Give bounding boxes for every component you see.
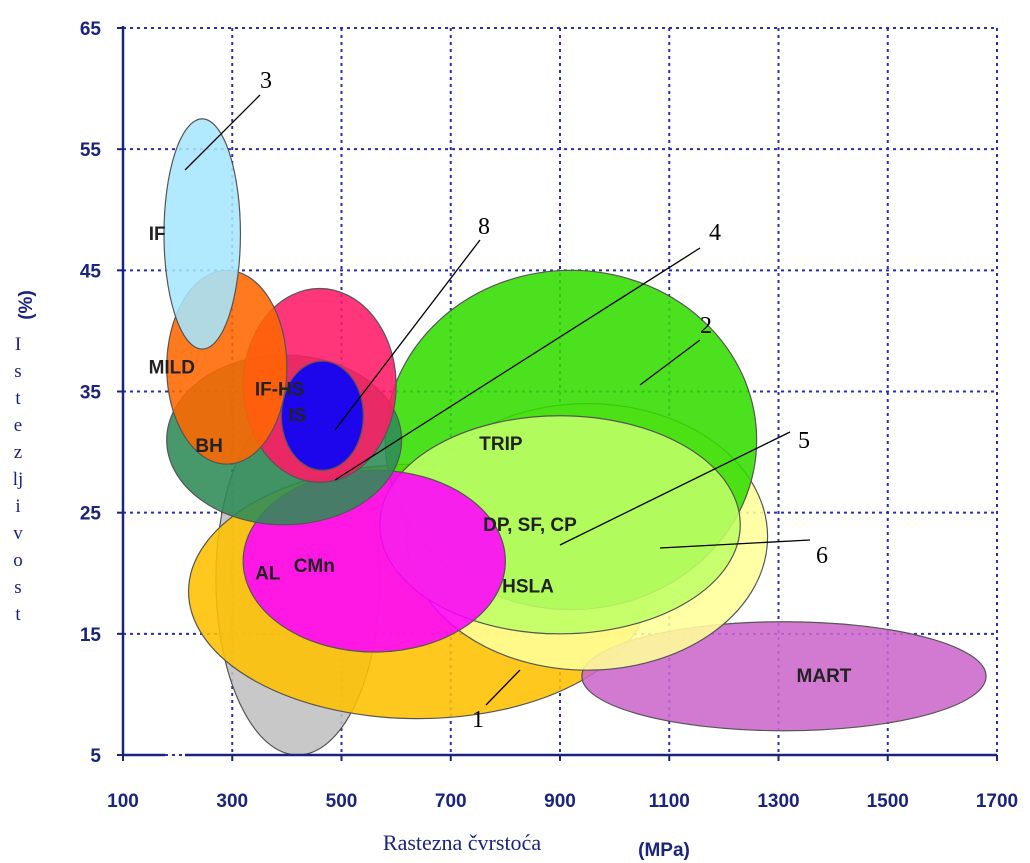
label-hsla: HSLA <box>502 576 554 597</box>
label-cmn: CMn <box>294 556 335 577</box>
callout-line-5 <box>559 431 791 546</box>
region-if <box>163 118 242 350</box>
x-tick-label-1700: 1700 <box>976 791 1018 812</box>
callout-line-8 <box>334 239 481 431</box>
x-tick-label-100: 100 <box>107 791 139 812</box>
callout-2: 2 <box>700 313 712 339</box>
callout-1: 1 <box>472 707 484 733</box>
steel-regions <box>163 118 987 756</box>
label-mild: MILD <box>149 357 195 378</box>
callout-3: 3 <box>260 68 272 94</box>
x-axis-unit: (MPa) <box>638 840 690 861</box>
label-trip: TRIP <box>479 434 523 455</box>
x-tick-label-1300: 1300 <box>757 791 799 812</box>
callout-6: 6 <box>816 543 828 569</box>
x-tick-label-300: 300 <box>216 791 248 812</box>
callout-line-3 <box>184 94 261 171</box>
callout-line-6 <box>659 539 811 549</box>
y-axis-unit: (%) <box>16 290 37 320</box>
callout-8: 8 <box>478 214 490 240</box>
region-is <box>280 360 364 471</box>
y-tick-label-25: 25 <box>80 504 102 525</box>
label-al: AL <box>255 563 281 584</box>
x-tick-label-900: 900 <box>544 791 576 812</box>
callout-line-2 <box>639 339 701 386</box>
label-dp-sf-cp: DP, SF, CP <box>483 515 577 536</box>
label-if-hs: IF-HS <box>255 379 305 400</box>
x-tick-label-500: 500 <box>326 791 358 812</box>
callout-4: 4 <box>709 220 721 246</box>
y-tick-label-5: 5 <box>90 746 101 767</box>
label-if: IF <box>149 224 166 245</box>
label-is: IS <box>288 406 306 427</box>
callout-5: 5 <box>798 428 810 454</box>
callout-line-4 <box>334 247 701 481</box>
y-tick-label-65: 65 <box>80 19 102 40</box>
axes: 100 300 500 700 900 1100 1300 1500 1700515253545… <box>13 19 1018 861</box>
y-tick-label-55: 55 <box>80 140 102 161</box>
x-tick-label-1500: 1500 <box>867 791 909 812</box>
label-mart: MART <box>797 666 852 687</box>
x-axis-title: Rastezna čvrstoća <box>383 830 541 855</box>
y-tick-label-45: 45 <box>80 261 102 282</box>
callout-line-1 <box>485 669 521 706</box>
y-tick-label-35: 35 <box>80 383 102 404</box>
x-tick-label-1100: 1100 <box>649 791 690 812</box>
region-labels: AL HSLA MART TRIP DP, SF, CP CMn BH IF-HS IS MILD… <box>149 224 852 687</box>
callouts: 1 2 3 4 5 6 8 <box>184 68 828 733</box>
x-tick-label-700: 700 <box>435 791 467 812</box>
label-bh: BH <box>195 436 222 457</box>
y-tick-label-15: 15 <box>80 625 102 646</box>
